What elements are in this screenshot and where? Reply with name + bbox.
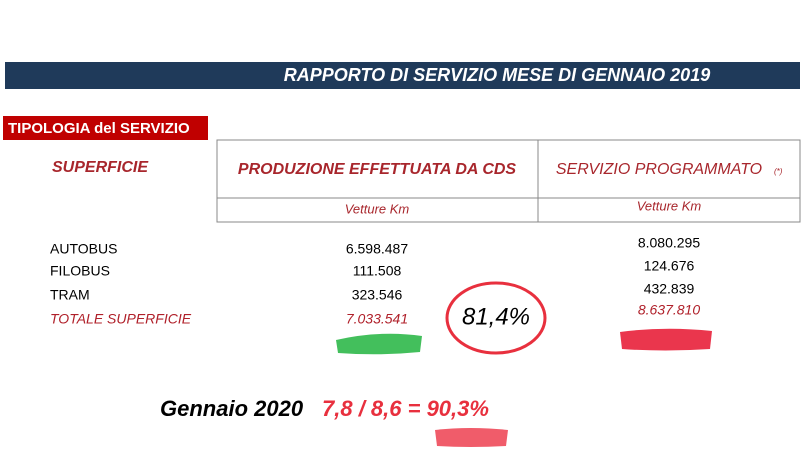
cell: 6.598.487 — [346, 241, 408, 257]
note-formula: 7,8 / 8,6 = 90,3% — [322, 396, 489, 421]
highlight — [620, 328, 712, 351]
cell: 8.637.810 — [638, 302, 700, 318]
title: RAPPORTO DI SERVIZIO MESE DI GENNAIO 201… — [284, 65, 710, 85]
column-unit: Vetture Km — [345, 201, 410, 216]
cell: 323.546 — [352, 287, 403, 303]
section-label: TIPOLOGIA del SERVIZIO — [8, 120, 190, 137]
cell: 8.080.295 — [638, 235, 700, 251]
section-label-box — [3, 116, 208, 140]
column-unit: Vetture Km — [637, 198, 702, 213]
column-note: (*) — [774, 167, 783, 176]
ratio: 81,4% — [462, 303, 530, 330]
highlight — [336, 333, 422, 355]
cell: 7.033.541 — [346, 311, 408, 327]
row-label: TRAM — [50, 287, 90, 303]
title-banner — [5, 62, 800, 89]
cell: 111.508 — [353, 263, 402, 279]
cell: 432.839 — [644, 281, 695, 297]
cell: 124.676 — [644, 258, 695, 274]
row-label: TOTALE SUPERFICIE — [50, 311, 192, 327]
highlight — [435, 428, 508, 447]
row-label: AUTOBUS — [50, 241, 117, 257]
column-box — [537, 139, 801, 223]
column-title: SERVIZIO PROGRAMMATO — [556, 161, 762, 178]
row-label: FILOBUS — [50, 263, 110, 279]
column-title: PRODUZIONE EFFETTUATA DA CDS — [238, 161, 517, 178]
rows: AUTOBUS 6.598.487 8.080.295 FILOBUS 111.508 1… — [50, 235, 700, 327]
circle-mark — [445, 281, 547, 355]
note-label: Gennaio 2020 — [160, 396, 304, 421]
group-label: SUPERFICIE — [52, 159, 149, 176]
